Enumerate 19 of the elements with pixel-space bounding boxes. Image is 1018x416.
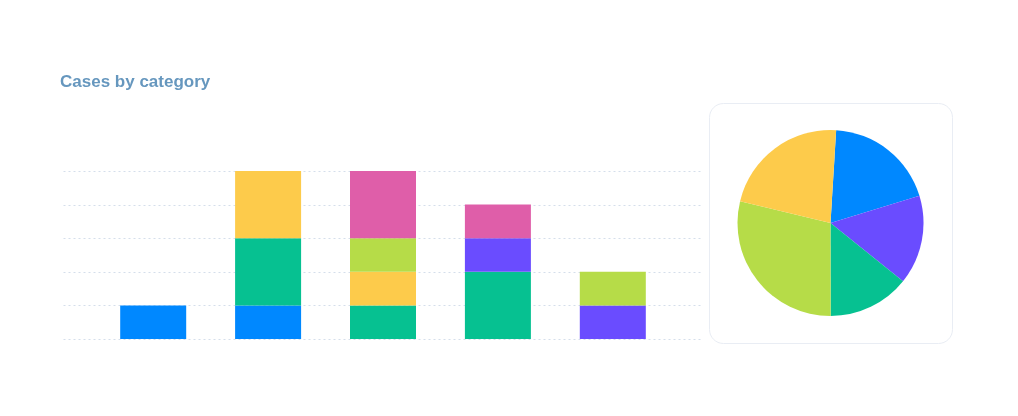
bar xyxy=(350,238,416,272)
bar xyxy=(235,171,302,239)
bar xyxy=(579,271,646,306)
bar xyxy=(120,305,187,339)
pie-slice xyxy=(830,223,903,316)
bar xyxy=(235,305,302,339)
pie-slice xyxy=(740,130,837,223)
bar xyxy=(464,238,531,272)
bar xyxy=(579,305,646,339)
bar xyxy=(350,171,416,239)
bar xyxy=(350,305,416,339)
bar xyxy=(464,271,531,339)
chart-title: Cases by category xyxy=(60,71,211,91)
pie-slice xyxy=(737,201,831,316)
bar xyxy=(464,204,531,239)
pie-slice xyxy=(830,195,924,282)
pie-slice xyxy=(830,130,920,223)
bar xyxy=(235,238,302,306)
bar xyxy=(350,271,416,306)
